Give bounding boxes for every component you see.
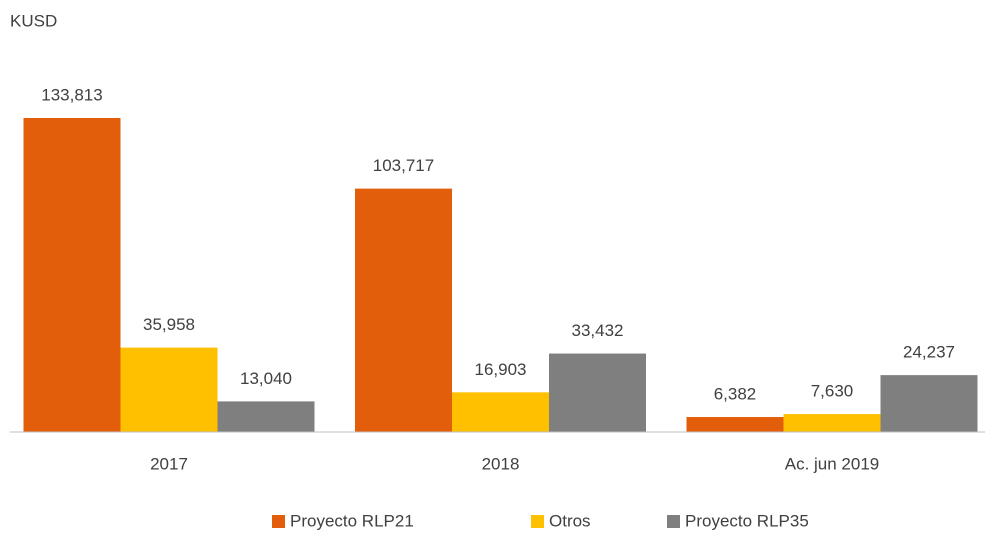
legend-swatch: [272, 515, 285, 528]
data-label: 24,237: [903, 343, 955, 362]
x-tick-label: 2017: [150, 454, 188, 473]
bar: [355, 188, 452, 432]
legend-label: Otros: [549, 511, 591, 530]
bar: [120, 347, 218, 432]
data-label: 33,432: [572, 321, 624, 340]
bar: [217, 401, 315, 432]
legend-swatch: [667, 515, 680, 528]
data-label: 13,040: [240, 369, 292, 388]
bar: [783, 414, 881, 432]
legend-label: Proyecto RLP35: [685, 511, 809, 530]
data-label: 7,630: [811, 382, 854, 401]
data-label: 133,813: [41, 85, 102, 104]
bar: [23, 118, 121, 432]
bar: [880, 375, 978, 432]
y-axis-label: KUSD: [10, 11, 57, 30]
bar: [686, 417, 784, 432]
legend-label: Proyecto RLP21: [290, 511, 414, 530]
data-label: 16,903: [475, 360, 527, 379]
bar: [549, 353, 646, 432]
data-label: 6,382: [714, 385, 757, 404]
data-label: 35,958: [143, 315, 195, 334]
bar: [452, 392, 549, 432]
legend-swatch: [531, 515, 544, 528]
data-label: 103,717: [373, 156, 434, 175]
x-tick-label: 2018: [482, 454, 520, 473]
x-tick-label: Ac. jun 2019: [785, 454, 880, 473]
